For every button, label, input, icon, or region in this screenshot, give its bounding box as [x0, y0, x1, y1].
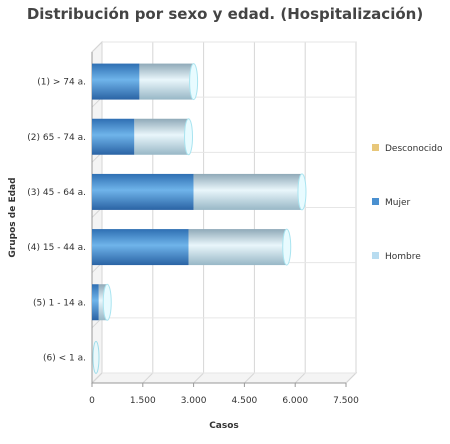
- x-tick-label: 7.500: [333, 396, 359, 406]
- bar-end-cap: [189, 63, 199, 101]
- legend-swatch: [372, 144, 379, 151]
- grid-line-floor: [193, 372, 204, 384]
- category-label: (5) 1 - 14 a.: [33, 298, 86, 308]
- bar-mujer: [92, 229, 189, 266]
- x-tick-label: 6.000: [282, 396, 308, 406]
- bar-end-cap: [282, 228, 292, 266]
- grid-line-floor: [345, 372, 357, 384]
- bar-hombre: [193, 173, 302, 210]
- grid-line-floor: [142, 372, 154, 384]
- legend-swatch: [372, 252, 379, 259]
- bar-mujer: [92, 284, 99, 321]
- bar-hombre: [134, 118, 189, 155]
- legend-label: Hombre: [385, 252, 421, 262]
- plot-floor: [90, 372, 358, 384]
- x-tick-label: 0: [89, 396, 95, 406]
- grid-line-floor: [244, 372, 255, 384]
- category-label: (4) 15 - 44 a.: [27, 243, 86, 253]
- x-tick-label: 4.500: [232, 396, 258, 406]
- legend-label: Desconocido: [385, 144, 443, 154]
- x-axis-title: Casos: [209, 421, 239, 431]
- band-line: [91, 372, 103, 384]
- y-axis-title: Grupos de Edad: [8, 177, 18, 257]
- bar-mujer: [92, 173, 194, 210]
- chart-title: Distribución por sexo y edad. (Hospitali…: [26, 5, 424, 23]
- category-label: (1) > 74 a.: [37, 78, 86, 88]
- bar-hombre: [139, 63, 194, 100]
- legend-label: Mujer: [385, 198, 411, 208]
- x-tick-label: 3.000: [181, 396, 207, 406]
- bar-empty-cap: [92, 340, 100, 374]
- bar-end-cap: [297, 173, 307, 211]
- grid-line-floor: [294, 372, 306, 384]
- bar-end-cap: [102, 283, 112, 321]
- band-line: [91, 41, 103, 53]
- category-label: (2) 65 - 74 a.: [27, 133, 86, 143]
- legend-swatch: [372, 198, 379, 205]
- bar-end-cap: [184, 118, 194, 156]
- bar-mujer: [92, 118, 135, 155]
- category-label: (3) 45 - 64 a.: [27, 188, 86, 198]
- bar-hombre: [188, 229, 287, 266]
- bar-mujer: [92, 63, 140, 100]
- category-label: (6) < 1 a.: [43, 353, 86, 363]
- x-tick-label: 1.500: [130, 396, 156, 406]
